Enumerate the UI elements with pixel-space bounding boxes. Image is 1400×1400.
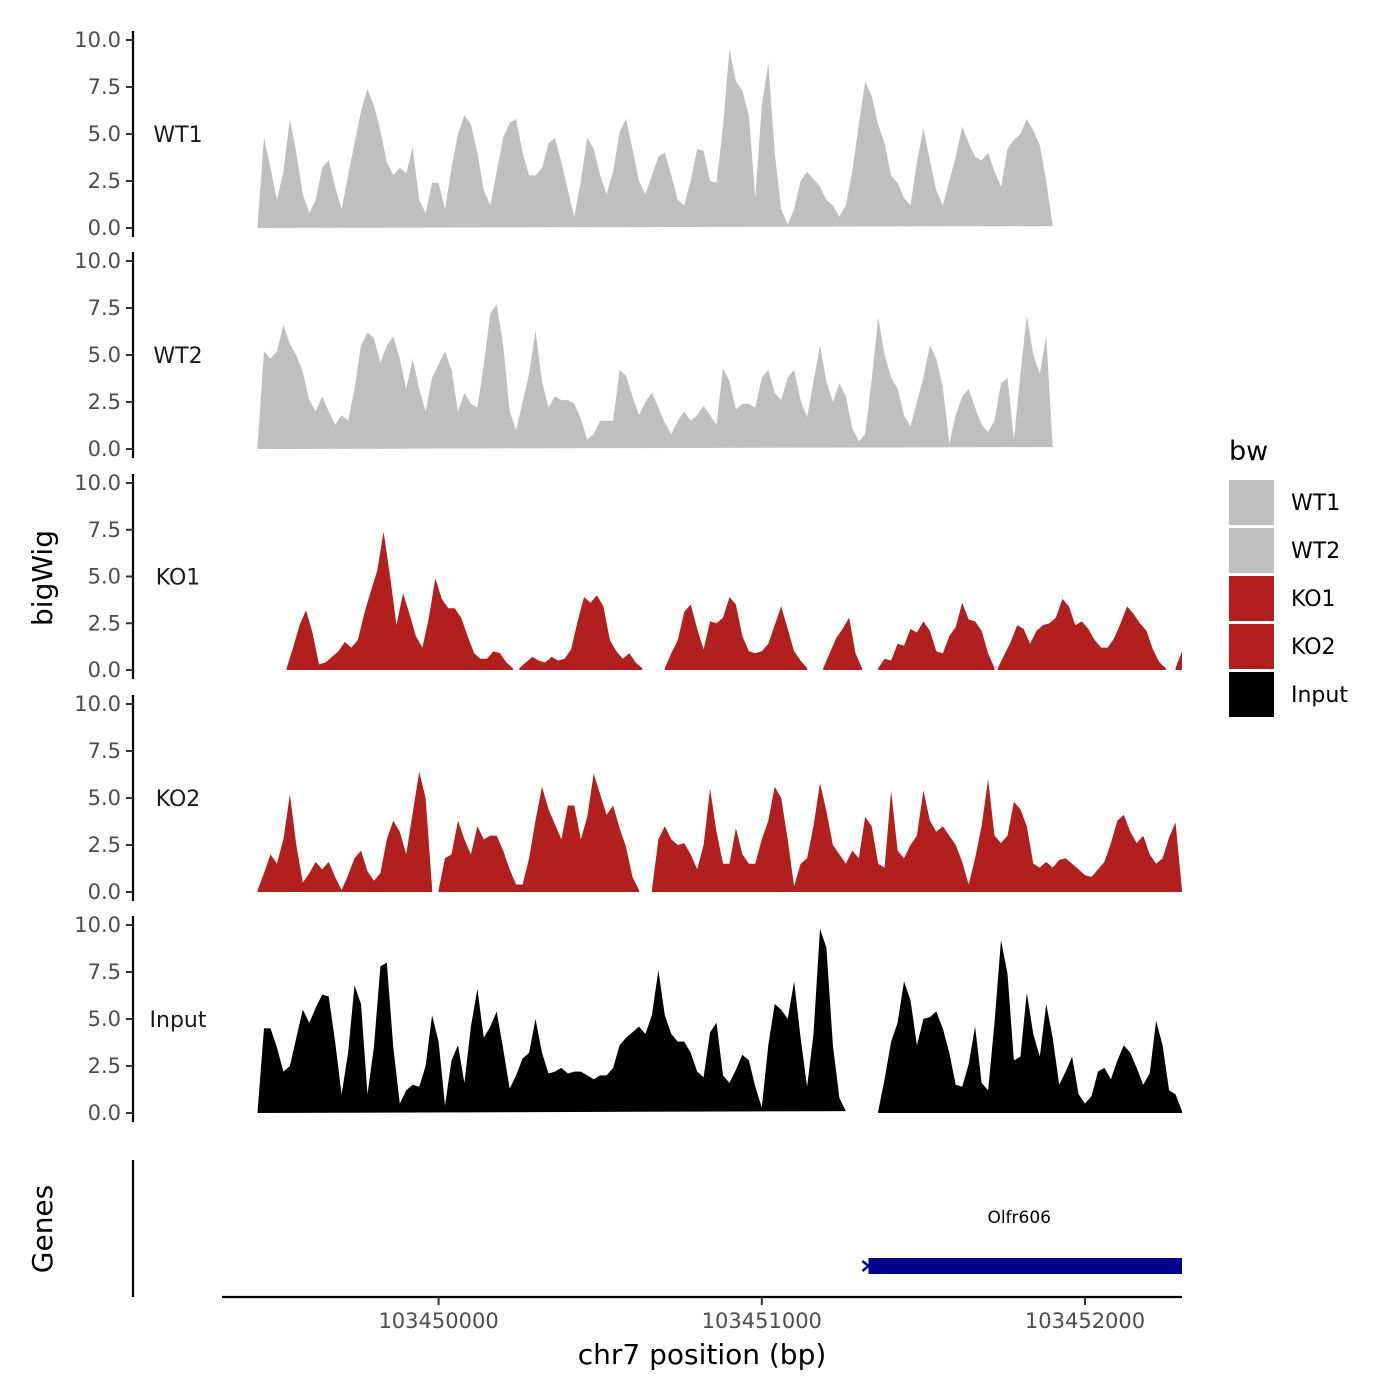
- legend-title: bw: [1229, 436, 1268, 467]
- legend-label: WT2: [1291, 539, 1340, 564]
- area-series-ko2: [438, 773, 639, 892]
- legend: bw WT1 WT2 KO1 KO2 Input: [1229, 436, 1348, 717]
- x-tick-label: 103450000: [378, 1309, 498, 1333]
- track-label: KO2: [156, 787, 201, 812]
- legend-label: Input: [1291, 683, 1348, 708]
- y-tick-label: 0.0: [88, 1101, 121, 1125]
- track-input: 0.0 2.5 5.0 7.5 10.0 Input: [74, 913, 1182, 1125]
- legend-swatch: [1229, 480, 1274, 525]
- area-series-ko1: [286, 531, 513, 670]
- area-series-wt1: [257, 49, 1053, 229]
- gene-label: Olfr606: [987, 1208, 1051, 1228]
- y-tick-label: 0.0: [88, 880, 121, 904]
- track-wt2: 0.0 2.5 5.0 7.5 10.0 WT2: [74, 249, 1053, 461]
- y-tick-label: 2.5: [88, 390, 121, 414]
- legend-label: WT1: [1291, 491, 1340, 516]
- y-tick-label: 5.0: [88, 122, 121, 146]
- y-tick-label: 5.0: [88, 565, 121, 589]
- gene-strand-arrow: [861, 1260, 871, 1272]
- y-tick-label: 10.0: [74, 249, 121, 273]
- track-label: WT2: [153, 344, 202, 369]
- area-series-ko2: [257, 771, 433, 892]
- x-axis-title: chr7 position (bp): [578, 1338, 827, 1371]
- legend-label: KO1: [1291, 587, 1336, 612]
- y-tick-label: 5.0: [88, 1007, 121, 1031]
- legend-swatch: [1229, 576, 1274, 621]
- y-tick-label: 5.0: [88, 786, 121, 810]
- y-tick-label: 7.5: [88, 960, 121, 984]
- area-series-ko1: [997, 598, 1166, 670]
- y-tick-label: 2.5: [88, 611, 121, 635]
- y-tick-label: 7.5: [88, 739, 121, 763]
- y-tick-label: 2.5: [88, 833, 121, 857]
- area-series-ko1: [823, 617, 862, 670]
- y-tick-label: 7.5: [88, 296, 121, 320]
- y-tick-label: 7.5: [88, 518, 121, 542]
- area-series-ko2: [651, 779, 1182, 892]
- y-tick-label: 5.0: [88, 343, 121, 367]
- y-tick-label: 10.0: [74, 913, 121, 937]
- track-ko1: 0.0 2.5 5.0 7.5 10.0 KO1: [74, 471, 1182, 682]
- y-tick-label: 0.0: [88, 437, 121, 461]
- y-tick-label: 0.0: [88, 216, 121, 240]
- gene-track: Olfr606: [131, 1160, 1182, 1297]
- tracks-layer: 0.02.55.07.510.0WT10.02.55.07.510.0WT20.…: [74, 28, 1182, 1125]
- area-series-wt2: [257, 304, 1053, 449]
- x-axis: 103450000 103451000 103452000: [222, 1295, 1182, 1333]
- area-series-ko1: [664, 597, 808, 670]
- area-series-ko1: [519, 595, 643, 670]
- y-tick-label: 10.0: [74, 692, 121, 716]
- x-tick-label: 103452000: [1025, 1309, 1145, 1333]
- y-tick-label: 7.5: [88, 75, 121, 99]
- x-tick-label: 103451000: [702, 1309, 822, 1333]
- legend-swatch: [1229, 528, 1274, 573]
- legend-swatch: [1229, 672, 1274, 717]
- gene-body: [868, 1258, 1182, 1274]
- gene-track-title: Genes: [26, 1185, 59, 1273]
- area-series-ko1: [878, 602, 995, 670]
- track-label: WT1: [153, 123, 202, 148]
- legend-swatch: [1229, 624, 1274, 669]
- area-series-input: [878, 940, 1182, 1113]
- y-tick-label: 2.5: [88, 169, 121, 193]
- y-tick-label: 10.0: [74, 471, 121, 495]
- track-ko2: 0.0 2.5 5.0 7.5 10.0 KO2: [74, 692, 1182, 904]
- track-label: KO1: [156, 566, 201, 591]
- y-tick-label: 10.0: [74, 28, 121, 52]
- legend-label: KO2: [1291, 635, 1336, 660]
- track-wt1: 0.0 2.5 5.0 7.5 10.0 WT1: [74, 28, 1053, 240]
- area-series-ko1: [1175, 651, 1182, 670]
- area-series-input: [257, 928, 846, 1113]
- y-tick-label: 0.0: [88, 658, 121, 682]
- track-label: Input: [150, 1008, 207, 1033]
- y-tick-label: 2.5: [88, 1054, 121, 1078]
- y-axis-title: bigWig: [26, 530, 59, 626]
